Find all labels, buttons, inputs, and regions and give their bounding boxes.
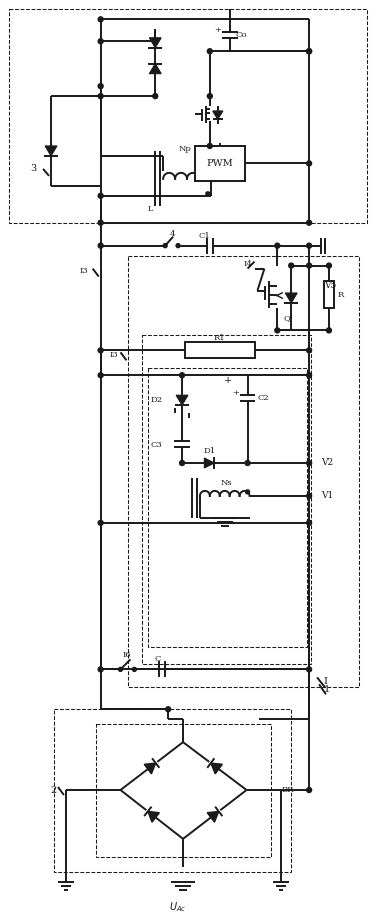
Circle shape <box>306 373 312 378</box>
Circle shape <box>306 460 312 465</box>
Text: I6: I6 <box>122 651 131 659</box>
Text: R: R <box>338 290 344 298</box>
Circle shape <box>180 373 185 378</box>
Circle shape <box>306 243 312 248</box>
Circle shape <box>166 706 171 712</box>
Circle shape <box>153 94 158 99</box>
Circle shape <box>207 49 212 53</box>
Text: I: I <box>323 677 327 686</box>
Circle shape <box>98 84 103 88</box>
Polygon shape <box>176 395 188 405</box>
Circle shape <box>176 244 180 248</box>
Circle shape <box>163 244 167 248</box>
Polygon shape <box>45 146 57 156</box>
Circle shape <box>207 94 212 99</box>
Text: PWM: PWM <box>206 159 233 168</box>
Text: +: + <box>214 27 221 34</box>
Circle shape <box>306 161 312 166</box>
Text: Np: Np <box>179 145 191 153</box>
Circle shape <box>306 49 312 53</box>
Circle shape <box>306 667 312 671</box>
Circle shape <box>98 17 103 22</box>
Polygon shape <box>211 764 222 774</box>
Text: BR: BR <box>281 786 294 794</box>
Circle shape <box>180 460 185 465</box>
Circle shape <box>98 193 103 198</box>
Text: 3: 3 <box>30 164 36 173</box>
Circle shape <box>326 263 331 268</box>
Circle shape <box>275 243 280 248</box>
Circle shape <box>306 787 312 792</box>
Circle shape <box>326 328 331 332</box>
Bar <box>324 281 334 309</box>
Bar <box>185 343 255 358</box>
Circle shape <box>98 348 103 353</box>
Text: Ns: Ns <box>221 479 232 487</box>
Circle shape <box>306 263 312 268</box>
Text: D2: D2 <box>150 396 162 404</box>
Text: 2: 2 <box>51 786 57 795</box>
Text: +: + <box>232 389 239 397</box>
Text: L: L <box>147 204 152 213</box>
Circle shape <box>306 49 312 53</box>
Circle shape <box>98 667 103 671</box>
Circle shape <box>98 220 103 226</box>
Polygon shape <box>148 811 159 822</box>
Circle shape <box>246 490 250 494</box>
Text: $U_{Ac}$: $U_{Ac}$ <box>169 900 187 914</box>
Circle shape <box>245 460 250 465</box>
Text: I3: I3 <box>110 351 118 359</box>
Text: D1: D1 <box>204 447 216 455</box>
Polygon shape <box>149 38 161 48</box>
Text: C2: C2 <box>258 393 269 402</box>
Text: V1: V1 <box>321 492 333 500</box>
Polygon shape <box>144 764 156 774</box>
Text: Co: Co <box>236 31 247 40</box>
Text: C: C <box>154 656 161 663</box>
Circle shape <box>118 668 123 671</box>
Text: 1: 1 <box>324 685 330 694</box>
Circle shape <box>98 520 103 525</box>
Circle shape <box>306 348 312 353</box>
Circle shape <box>275 328 280 332</box>
Text: R1: R1 <box>214 334 226 343</box>
Text: I3: I3 <box>80 266 89 274</box>
Text: 4: 4 <box>169 229 175 238</box>
Text: C3: C3 <box>150 441 162 449</box>
Circle shape <box>306 520 312 525</box>
Text: +: + <box>224 376 232 385</box>
Polygon shape <box>285 293 297 303</box>
Bar <box>195 146 244 181</box>
Circle shape <box>98 39 103 44</box>
Text: I4: I4 <box>243 260 252 268</box>
Circle shape <box>207 144 212 148</box>
Polygon shape <box>213 111 223 119</box>
Circle shape <box>206 192 210 196</box>
Polygon shape <box>205 458 214 468</box>
Text: Q: Q <box>283 314 290 322</box>
Text: C1: C1 <box>199 232 211 239</box>
Polygon shape <box>207 811 219 822</box>
Circle shape <box>289 263 294 268</box>
Circle shape <box>306 494 312 498</box>
Circle shape <box>306 220 312 226</box>
Circle shape <box>98 243 103 248</box>
Circle shape <box>98 373 103 378</box>
Polygon shape <box>149 64 161 74</box>
Text: V2: V2 <box>321 459 333 468</box>
Circle shape <box>98 94 103 99</box>
Text: V5: V5 <box>324 281 337 290</box>
Circle shape <box>132 668 136 671</box>
